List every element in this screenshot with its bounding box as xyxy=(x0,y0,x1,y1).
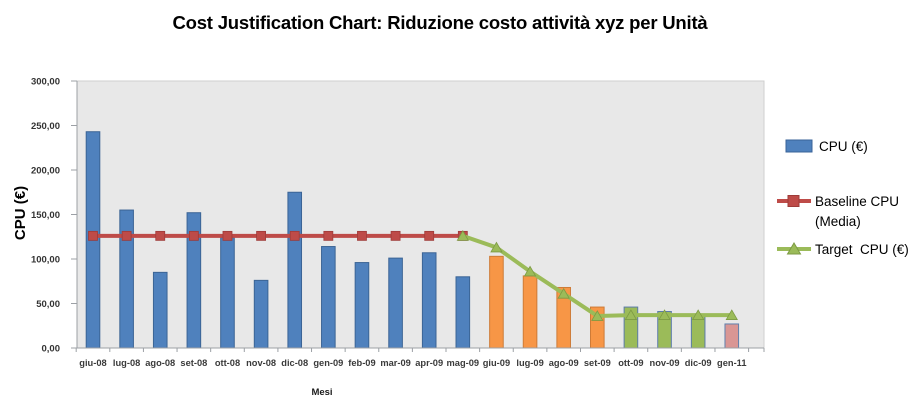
x-tick-label: apr-09 xyxy=(415,358,443,368)
x-tick-label: lug-09 xyxy=(516,358,543,368)
x-tick-label: ott-08 xyxy=(215,358,240,368)
target-marker-set-09 xyxy=(591,310,604,321)
baseline-marker-apr-09 xyxy=(424,230,435,241)
x-tick-label: set-08 xyxy=(180,358,207,368)
bar-dic-08 xyxy=(287,191,303,349)
x-tick-label: set-09 xyxy=(584,358,611,368)
y-tick-label: 200,00 xyxy=(31,166,60,177)
target-marker-lug-09 xyxy=(523,265,537,277)
baseline-marker-mar-09 xyxy=(390,230,401,241)
bar-mag-09 xyxy=(455,276,471,349)
y-tick-label: 50,00 xyxy=(36,299,60,310)
bar-ott-08 xyxy=(220,237,235,349)
x-tick-label: ott-09 xyxy=(618,358,643,368)
line-square-marker-icon xyxy=(777,195,811,207)
y-tick-label: 300,00 xyxy=(31,77,60,88)
legend-label-cpu: CPU (€) xyxy=(819,139,868,154)
x-tick-label: ago-09 xyxy=(549,358,579,368)
x-tick-label: giu-09 xyxy=(483,358,510,368)
baseline-marker-lug-08 xyxy=(121,230,132,241)
target-marker-nov-09 xyxy=(658,309,671,320)
bar-apr-09 xyxy=(421,252,437,349)
x-tick-label: nov-09 xyxy=(650,358,680,368)
y-tick-label: 100,00 xyxy=(31,255,60,266)
legend-item-target: Target CPU (€) xyxy=(777,240,915,260)
x-tick-label: dic-09 xyxy=(685,358,712,368)
y-tick-label: 150,00 xyxy=(31,210,60,221)
target-marker-gen-11 xyxy=(725,309,738,320)
bar-lug-09 xyxy=(522,275,538,349)
baseline-marker-dic-08 xyxy=(289,230,300,241)
x-tick-label: feb-09 xyxy=(348,358,375,368)
chart-title: Cost Justification Chart: Riduzione cost… xyxy=(172,12,708,33)
legend-label-baseline: Baseline CPU (Media) xyxy=(815,194,903,230)
target-marker-mag-09 xyxy=(456,230,470,241)
bar-nov-08 xyxy=(253,279,269,349)
x-axis-title: Mesi xyxy=(311,387,333,398)
baseline-marker-feb-09 xyxy=(357,230,367,241)
baseline-marker-gen-09 xyxy=(323,230,334,241)
legend-label-target: Target CPU (€) xyxy=(815,242,909,257)
target-marker-giu-09 xyxy=(490,241,503,253)
bar-swatch-icon xyxy=(785,139,813,153)
x-tick-label: gen-11 xyxy=(717,358,746,368)
baseline-marker-nov-08 xyxy=(256,230,267,241)
line-triangle-marker-icon xyxy=(777,242,811,255)
bar-gen-09 xyxy=(321,246,336,349)
bar-giu-09 xyxy=(489,255,504,349)
x-tick-label: lug-08 xyxy=(113,358,140,368)
target-marker-dic-09 xyxy=(691,309,705,320)
x-tick-label: giu-08 xyxy=(79,358,106,368)
target-marker-ott-09 xyxy=(624,309,638,320)
y-tick-label: 250,00 xyxy=(31,121,60,132)
baseline-marker-set-08 xyxy=(188,230,199,241)
bar-gen-11 xyxy=(724,323,740,349)
bar-dic-09 xyxy=(690,314,706,349)
bar-mar-09 xyxy=(388,257,403,349)
baseline-marker-giu-08 xyxy=(88,230,98,241)
bar-lug-08 xyxy=(119,209,134,349)
target-marker-ago-09 xyxy=(557,287,570,299)
y-tick-label: 0,00 xyxy=(42,344,61,355)
baseline-marker-ago-08 xyxy=(155,230,166,241)
x-tick-label: mag-09 xyxy=(447,358,480,368)
bar-ago-08 xyxy=(152,271,168,349)
x-tick-label: gen-09 xyxy=(313,358,343,368)
legend-item-cpu: CPU (€) xyxy=(785,137,868,157)
x-tick-label: ago-08 xyxy=(145,358,175,368)
baseline-marker-ott-08 xyxy=(222,230,233,241)
x-tick-label: nov-08 xyxy=(246,358,276,368)
bar-feb-09 xyxy=(354,262,370,349)
legend-item-baseline: Baseline CPU (Media) xyxy=(777,192,907,233)
x-tick-label: mar-09 xyxy=(380,358,411,368)
plot-background xyxy=(76,80,765,349)
x-tick-label: dic-08 xyxy=(281,358,308,368)
